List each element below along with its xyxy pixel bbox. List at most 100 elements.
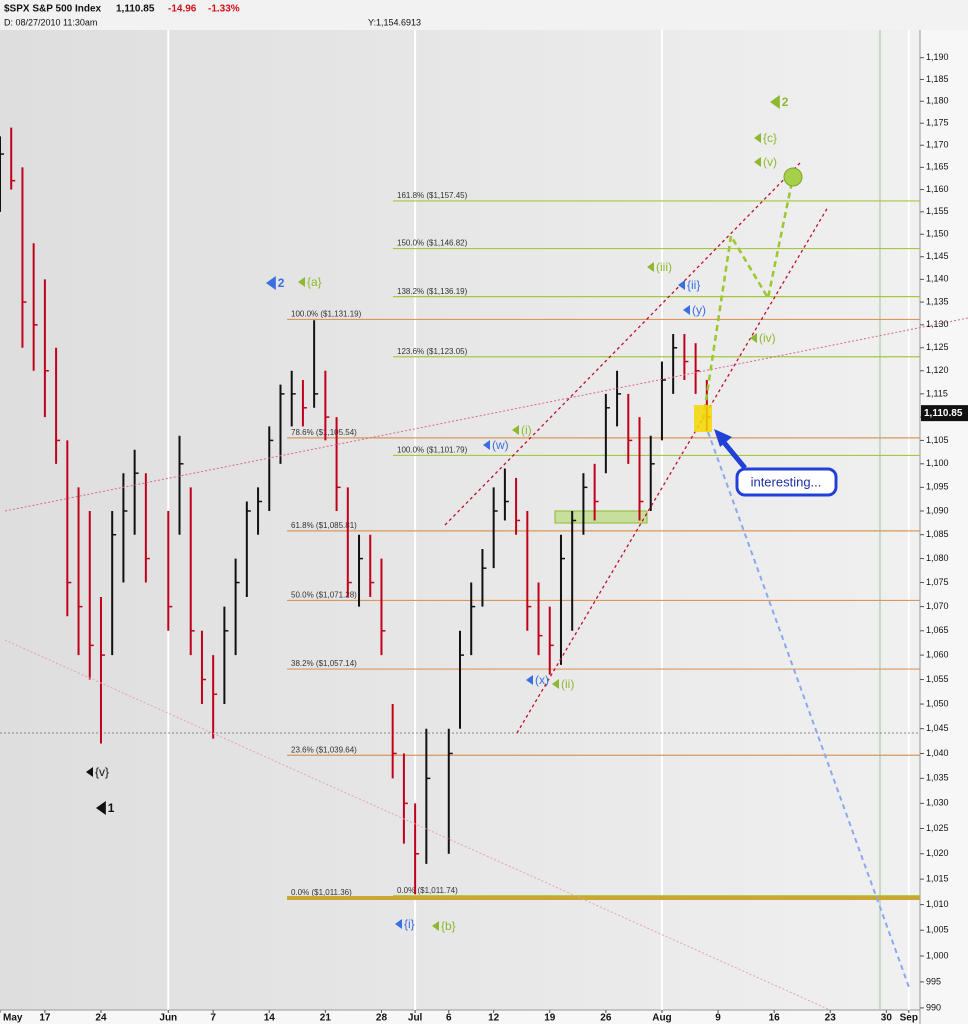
wave-label: (ii): [561, 677, 574, 691]
trendline: [4, 639, 831, 1011]
y-tick-label: 1,165: [926, 162, 949, 172]
wave-label: 1: [108, 801, 115, 815]
y-tick-label: 1,030: [926, 798, 949, 808]
fib-label: 123.6% ($1,123.05): [397, 347, 468, 356]
y-tick-label: 990: [926, 1002, 941, 1012]
x-tick-label: 19: [544, 1013, 556, 1024]
change: -14.96: [168, 4, 197, 15]
wave-label: 2: [782, 95, 789, 109]
y-tick-label: 1,135: [926, 296, 949, 306]
x-tick-label: 21: [320, 1013, 332, 1024]
wave-arrow: [754, 157, 761, 167]
y-tick-label: 1,005: [926, 925, 949, 935]
y-tick-label: 1,025: [926, 823, 949, 833]
wave-label: (v): [763, 155, 777, 169]
y-tick-label: 1,050: [926, 698, 949, 708]
y-tick-label: 1,125: [926, 342, 949, 352]
callout-arrow-head: [714, 429, 732, 447]
y-tick-label: 1,065: [926, 625, 949, 635]
x-tick-label: 26: [600, 1013, 612, 1024]
wave-label: (x): [535, 673, 549, 687]
y-tick-label: 1,070: [926, 601, 949, 611]
callout-text: interesting...: [751, 474, 822, 489]
y-tick-label: 1,090: [926, 505, 949, 515]
wave-label: {v}: [95, 765, 109, 779]
fib-label: 38.2% ($1,057.14): [291, 659, 357, 668]
wave-label: {c}: [763, 131, 777, 145]
fib-label: 78.6% ($1,105.54): [291, 428, 357, 437]
x-tick-label: Sep: [900, 1013, 918, 1024]
wave-label: (w): [492, 438, 509, 452]
wave-arrow: [552, 679, 559, 689]
callout-arrow: [720, 438, 747, 470]
y-tick-label: 1,155: [926, 206, 949, 216]
y-tick-label: 1,140: [926, 274, 949, 284]
wave-label: 2: [278, 276, 285, 290]
y-tick-label: 1,060: [926, 649, 949, 659]
price: 1,110.85: [116, 4, 155, 15]
wave-label: (y): [692, 303, 706, 317]
wave-arrow: [770, 95, 780, 109]
x-tick-label: 28: [376, 1013, 388, 1024]
wave-arrow: [678, 280, 685, 290]
symbol: $SPX S&P 500 Index: [4, 4, 102, 15]
y-tick-label: 1,035: [926, 773, 949, 783]
y-tick-label: 1,055: [926, 674, 949, 684]
wave-label: (iii): [656, 260, 672, 274]
y-tick-label: 1,150: [926, 229, 949, 239]
header-bg: [0, 0, 968, 30]
y-tick-label: 1,100: [926, 458, 949, 468]
x-tick-label: 6: [446, 1013, 452, 1024]
fib-label: 0.0% ($1,011.74): [397, 886, 458, 895]
wave-arrow: [432, 921, 439, 931]
wave-label: {b}: [441, 919, 456, 933]
plot-bg: [0, 30, 920, 1010]
y-tick-label: 1,175: [926, 118, 949, 128]
wave-label: {i}: [404, 917, 415, 931]
date: D: 08/27/2010 11:30am: [4, 17, 97, 27]
wave-arrow: [754, 133, 761, 143]
y-tick-label: 1,095: [926, 482, 949, 492]
wave-label: (iv): [759, 331, 776, 345]
wave-arrow: [512, 425, 519, 435]
y-tick-label: 1,115: [926, 388, 948, 398]
wave-label: {a}: [307, 275, 322, 289]
y-tick-label: 1,080: [926, 553, 949, 563]
y-axis-bg: [920, 30, 968, 1024]
y-tick-label: 1,010: [926, 899, 949, 909]
x-tick-label: 12: [488, 1013, 500, 1024]
wave-arrow: [483, 440, 490, 450]
change-pct: -1.33%: [208, 4, 240, 15]
projection: [701, 176, 795, 421]
y-tick-label: 1,015: [926, 874, 949, 884]
x-tick-label: 14: [264, 1013, 276, 1024]
callout-box: [735, 467, 838, 497]
x-tick-label: 24: [95, 1013, 107, 1024]
x-tick-label: May: [3, 1013, 23, 1024]
wave-arrow: [683, 305, 690, 315]
wave-arrow: [395, 919, 402, 929]
y-tick-label: 1,185: [926, 74, 949, 84]
x-tick-label: Jul: [408, 1013, 423, 1024]
fib-label: 100.0% ($1,131.19): [291, 310, 362, 319]
x-axis: May 17 24 Jun 7 14 21 28 Jul 6 12 19 26 Aug 9 16 23 30 Sep: [0, 1010, 918, 1024]
y-tick-label: 1,180: [926, 96, 949, 106]
fib-label: 23.6% ($1,039.64): [291, 745, 357, 754]
y-tick-label: 1,105: [926, 435, 949, 445]
y-tick-label: 1,000: [926, 950, 949, 960]
fib-label: 161.8% ($1,157.45): [397, 191, 468, 200]
fib-label: 138.2% ($1,136.19): [397, 287, 468, 296]
y-tick-label: 1,145: [926, 251, 949, 261]
wave-label: {ii}: [687, 278, 700, 292]
y-tick-label: 1,020: [926, 848, 949, 858]
wave-arrow: [526, 675, 533, 685]
y-tick-label: 1,075: [926, 577, 949, 587]
wave-arrow: [750, 333, 757, 343]
wave-labels: {v} 1 2 {a} {i} {b} (w) (i) (x) (ii) (iii) {ii} (y) (…: [86, 95, 789, 933]
y-tick-label: 995: [926, 976, 941, 986]
fib-label: 0.0% ($1,011.36): [291, 888, 352, 897]
x-tick-label: 9: [715, 1013, 721, 1024]
target: [783, 167, 803, 187]
wave-arrow: [96, 801, 106, 815]
